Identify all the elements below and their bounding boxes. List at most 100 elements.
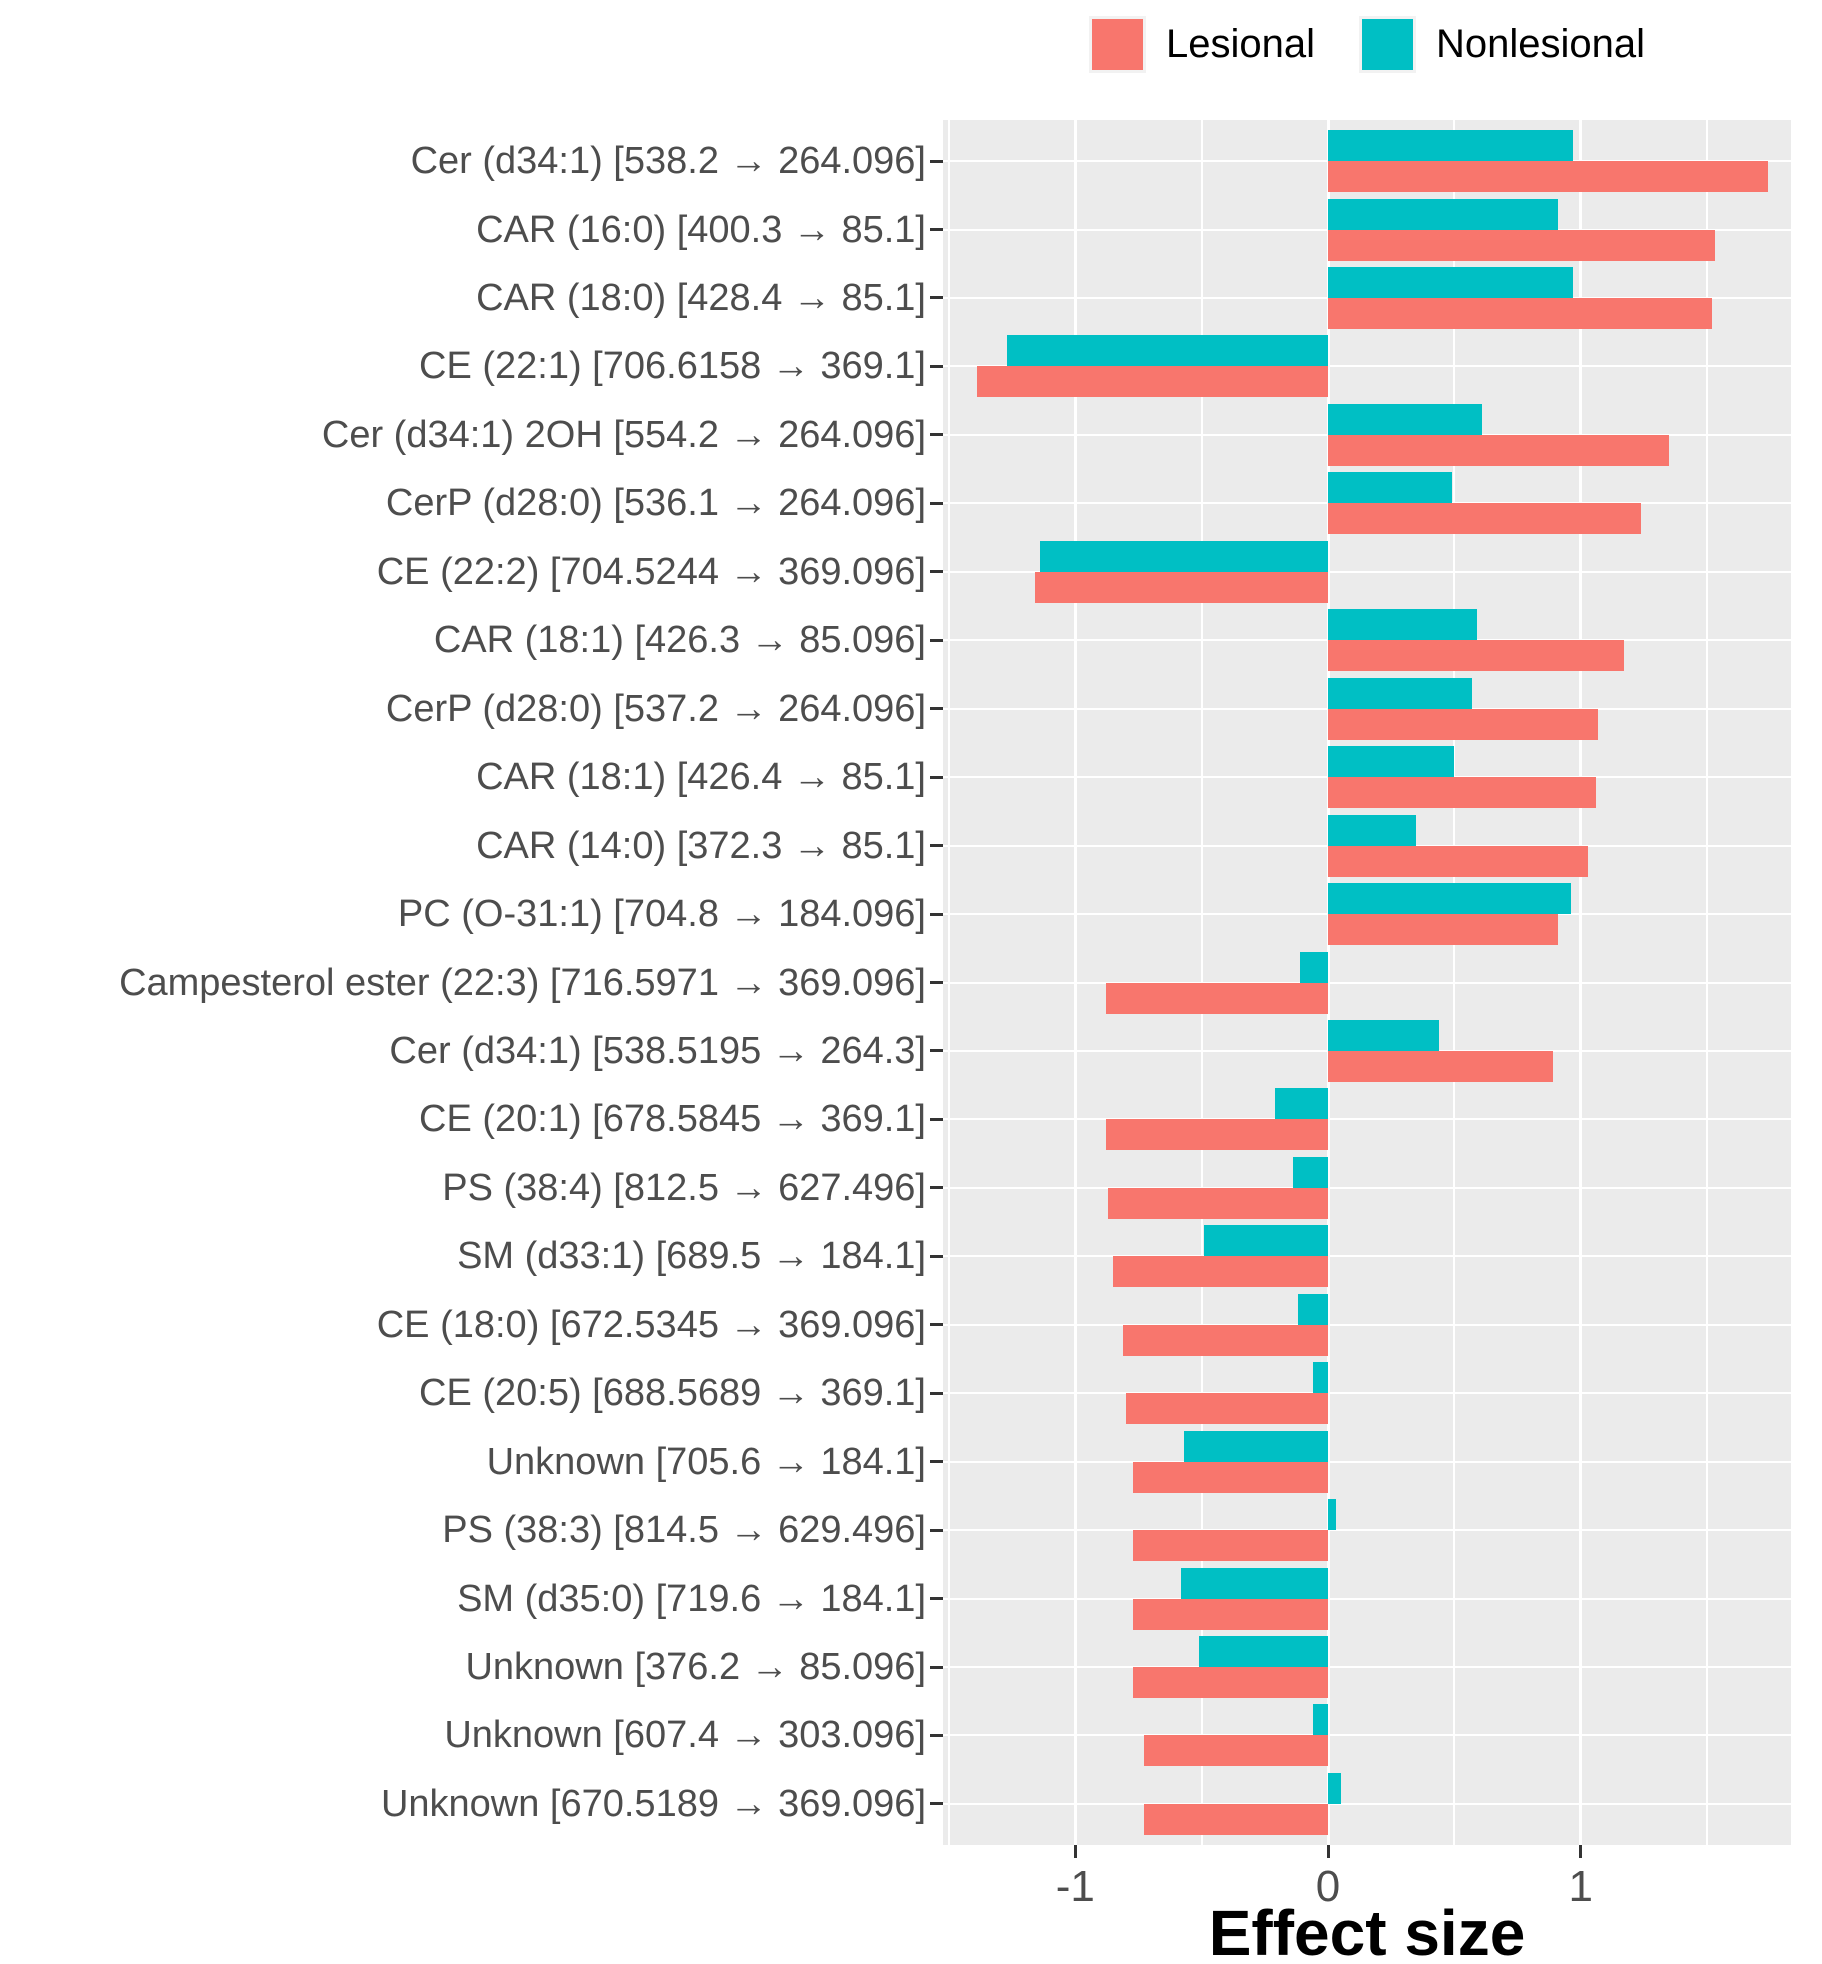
bar-nonlesional <box>1328 472 1452 504</box>
y-axis-label: CE (20:1) [678.5845 → 369.1] <box>419 1098 926 1141</box>
bar-lesional <box>1113 1256 1328 1288</box>
y-axis-label: CerP (d28:0) [536.1 → 264.096] <box>385 482 926 525</box>
legend-key-nonlesional <box>1358 15 1416 73</box>
bar-nonlesional <box>1312 1704 1328 1736</box>
bar-lesional <box>1108 1187 1328 1219</box>
y-tick-mark <box>930 433 943 437</box>
bar-nonlesional <box>1183 1430 1328 1462</box>
plot-panel <box>943 120 1791 1845</box>
bar-lesional <box>1328 161 1768 193</box>
bar-nonlesional <box>1328 130 1574 162</box>
y-axis-label: Unknown [705.6 → 184.1] <box>486 1440 926 1483</box>
x-tick-mark <box>1326 1845 1330 1858</box>
legend-entry-nonlesional: Nonlesional <box>1358 15 1646 73</box>
y-tick-mark <box>930 1049 943 1053</box>
bar-nonlesional <box>1328 198 1558 230</box>
bar-lesional <box>1328 503 1642 535</box>
bar-nonlesional <box>1181 1567 1328 1599</box>
bar-lesional <box>1133 1598 1328 1630</box>
y-axis-label: CAR (14:0) [372.3 → 85.1] <box>476 824 926 867</box>
y-tick-mark <box>930 1733 943 1737</box>
bar-nonlesional <box>1328 1019 1440 1051</box>
y-major-gridline <box>943 1460 1791 1463</box>
bar-nonlesional <box>1328 1499 1336 1531</box>
y-axis-label: Cer (d34:1) [538.2 → 264.096] <box>410 140 926 183</box>
bar-nonlesional <box>1039 540 1328 572</box>
x-axis-title: Effect size <box>1208 1897 1526 1964</box>
bar-lesional <box>1328 708 1599 740</box>
y-axis-label: PS (38:4) [812.5 → 627.496] <box>442 1166 926 1209</box>
y-axis-label: CE (22:1) [706.6158 → 369.1] <box>419 345 926 388</box>
bar-lesional <box>1328 777 1596 809</box>
bar-nonlesional <box>1199 1636 1328 1668</box>
bar-nonlesional <box>1328 609 1478 641</box>
bar-nonlesional <box>1328 814 1417 846</box>
bar-lesional <box>1105 1119 1328 1151</box>
bar-nonlesional <box>1292 1156 1328 1188</box>
bar-nonlesional <box>1204 1225 1328 1257</box>
y-tick-mark <box>930 1597 943 1601</box>
y-major-gridline <box>943 1186 1791 1189</box>
y-tick-mark <box>930 501 943 505</box>
legend-label: Nonlesional <box>1435 22 1646 66</box>
y-tick-mark <box>930 1117 943 1121</box>
y-axis-label: Unknown [376.2 → 85.096] <box>465 1646 926 1689</box>
y-tick-mark <box>930 775 943 779</box>
y-axis-label: Unknown [670.5189 → 369.096] <box>380 1782 926 1825</box>
y-axis-label: Cer (d34:1) [538.5195 → 264.3] <box>389 1029 926 1072</box>
y-major-gridline <box>943 1734 1791 1737</box>
y-tick-mark <box>930 1186 943 1190</box>
y-tick-mark <box>930 570 943 574</box>
y-tick-mark <box>930 981 943 984</box>
y-axis-label: Cer (d34:1) 2OH [554.2 → 264.096] <box>321 413 926 456</box>
bar-lesional <box>1328 845 1589 877</box>
y-major-gridline <box>943 1255 1791 1258</box>
bar-lesional <box>976 366 1328 398</box>
bar-lesional <box>1328 297 1713 329</box>
y-axis-label: PS (38:3) [814.5 → 629.496] <box>442 1509 926 1552</box>
y-axis-label: CerP (d28:0) [537.2 → 264.096] <box>385 687 926 730</box>
x-tick-mark <box>1073 1845 1077 1858</box>
y-axis-label: CE (22:2) [704.5244 → 369.096] <box>376 550 926 593</box>
bar-lesional <box>1328 1050 1553 1082</box>
y-major-gridline <box>943 981 1791 984</box>
bar-nonlesional <box>1328 266 1574 298</box>
y-axis-label: CAR (18:1) [426.4 → 85.1] <box>476 756 926 799</box>
legend-label: Lesional <box>1165 22 1315 66</box>
y-major-gridline <box>943 1529 1791 1532</box>
x-tick-label: -1 <box>1055 1862 1095 1911</box>
bar-nonlesional <box>1007 335 1328 367</box>
y-axis-label: PC (O-31:1) [704.8 → 184.096] <box>397 893 926 936</box>
y-axis-label: SM (d35:0) [719.6 → 184.1] <box>457 1577 926 1620</box>
bar-lesional <box>1034 571 1328 603</box>
y-major-gridline <box>943 570 1791 573</box>
y-tick-mark <box>930 296 943 300</box>
y-major-gridline <box>943 1666 1791 1669</box>
y-tick-mark <box>930 364 943 368</box>
bar-nonlesional <box>1297 1293 1328 1325</box>
y-axis-label: CAR (16:0) [400.3 → 85.1] <box>476 208 926 251</box>
y-tick-mark <box>930 1802 943 1806</box>
y-axis-label: Campesterol ester (22:3) [716.5971 → 369… <box>119 961 926 1004</box>
bar-lesional <box>1143 1803 1328 1835</box>
bar-lesional <box>1133 1530 1328 1562</box>
y-major-gridline <box>943 1597 1791 1600</box>
y-axis-label: CE (20:5) [688.5689 → 369.1] <box>419 1372 926 1415</box>
y-major-gridline <box>943 1323 1791 1326</box>
bar-nonlesional <box>1300 951 1328 983</box>
bar-lesional <box>1133 1461 1328 1493</box>
bar-lesional <box>1328 229 1715 261</box>
y-tick-mark <box>930 1323 943 1327</box>
x-tick-mark <box>1579 1845 1583 1858</box>
y-tick-mark <box>930 638 943 642</box>
x-tick-label: 1 <box>1568 1862 1593 1911</box>
bar-lesional <box>1123 1324 1328 1356</box>
y-tick-mark <box>930 1391 943 1395</box>
bar-lesional <box>1328 434 1670 466</box>
y-tick-mark <box>930 844 943 848</box>
bar-lesional <box>1105 982 1328 1014</box>
y-tick-mark <box>930 1460 943 1464</box>
bar-nonlesional <box>1274 1088 1328 1120</box>
bar-nonlesional <box>1328 883 1571 915</box>
bar-nonlesional <box>1312 1362 1328 1394</box>
